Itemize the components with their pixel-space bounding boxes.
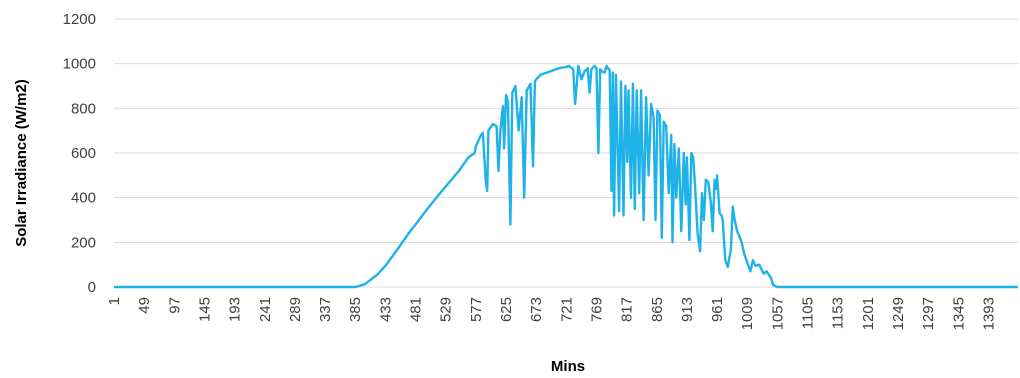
y-tick-label: 600 bbox=[71, 145, 96, 162]
x-tick-label: 1105 bbox=[800, 297, 817, 329]
x-axis-ticks: 1 49 97 145 193 241 289 337 385 433 481 529 577 625 67… bbox=[106, 297, 997, 330]
y-axis-title: Solar Irradiance (W/m2) bbox=[13, 79, 30, 247]
x-tick-label: 1345 bbox=[950, 297, 967, 330]
x-tick-label: 769 bbox=[588, 297, 605, 322]
x-tick-label: 961 bbox=[709, 297, 726, 322]
x-tick-label: 721 bbox=[558, 297, 575, 322]
x-tick-label: 1249 bbox=[890, 297, 907, 330]
x-tick-label: 433 bbox=[377, 297, 394, 322]
x-tick-label: 577 bbox=[468, 297, 485, 322]
x-tick-label: 1153 bbox=[830, 297, 847, 329]
x-tick-label: 529 bbox=[438, 297, 455, 322]
x-axis-title: Mins bbox=[551, 358, 585, 375]
x-tick-label: 1297 bbox=[920, 297, 937, 330]
x-tick-label: 97 bbox=[166, 297, 183, 314]
x-tick-label: 289 bbox=[287, 297, 304, 322]
series-layer bbox=[114, 64, 1018, 289]
x-tick-label: 1393 bbox=[980, 297, 997, 330]
x-tick-label: 673 bbox=[528, 297, 545, 322]
y-tick-label: 1000 bbox=[63, 56, 96, 73]
x-tick-label: 1009 bbox=[739, 297, 756, 330]
y-axis-ticks: 0 200 400 600 800 1000 1200 bbox=[63, 11, 96, 296]
x-tick-label: 1057 bbox=[769, 297, 786, 330]
x-tick-label: 145 bbox=[196, 297, 213, 322]
y-tick-label: 1200 bbox=[63, 11, 96, 28]
x-tick-label: 625 bbox=[498, 297, 515, 322]
x-tick-label: 193 bbox=[227, 297, 244, 322]
x-tick-label: 385 bbox=[347, 297, 364, 322]
x-tick-label: 913 bbox=[679, 297, 696, 322]
x-tick-label: 817 bbox=[619, 297, 636, 322]
y-tick-label: 400 bbox=[71, 190, 96, 207]
x-tick-label: 1201 bbox=[860, 297, 877, 330]
x-tick-label: 1 bbox=[106, 297, 123, 305]
y-tick-label: 0 bbox=[88, 279, 96, 296]
x-tick-label: 865 bbox=[649, 297, 666, 322]
gridlines bbox=[114, 18, 1018, 243]
x-tick-label: 49 bbox=[136, 297, 153, 314]
y-tick-label: 800 bbox=[71, 100, 96, 117]
y-tick-label: 200 bbox=[71, 234, 96, 251]
x-tick-label: 337 bbox=[317, 297, 334, 322]
x-tick-label: 241 bbox=[257, 297, 274, 322]
series-line bbox=[114, 64, 1018, 289]
x-tick-label: 481 bbox=[408, 297, 425, 322]
